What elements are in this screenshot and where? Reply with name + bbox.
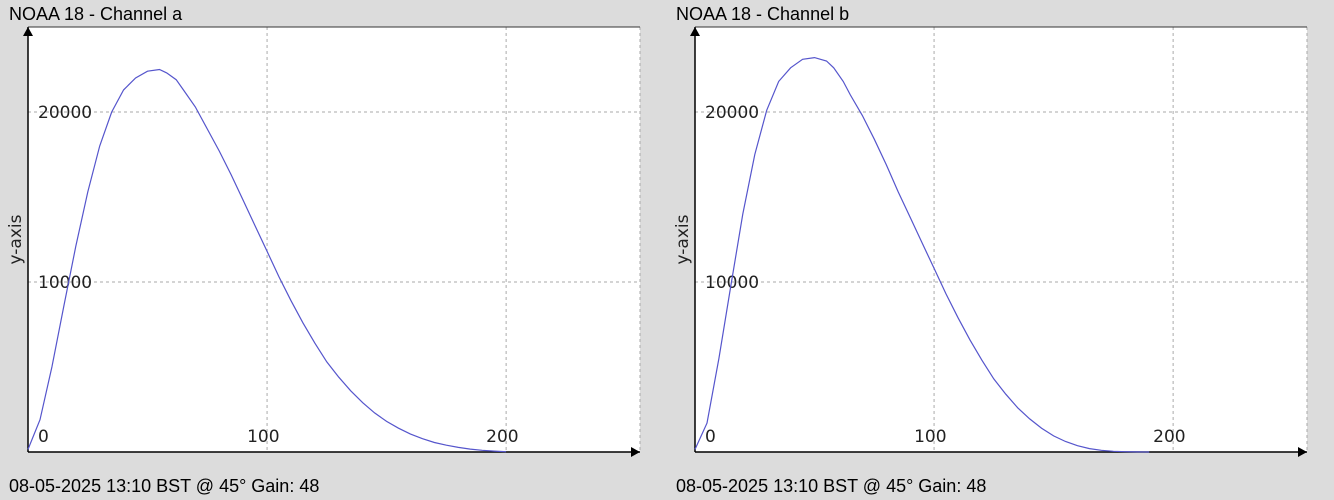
- chart-footer: 08-05-2025 13:10 BST @ 45° Gain: 48: [676, 476, 987, 496]
- x-tick-label: 200: [1153, 427, 1185, 447]
- series-line: [694, 56, 1150, 453]
- chart-plot: 0 100 200 10000 20000 y-axis: [6, 26, 641, 457]
- y-axis-title: y-axis: [6, 214, 26, 264]
- y-tick-label: 20000: [705, 103, 759, 123]
- x-tick-label: 200: [486, 427, 518, 447]
- chart-footer: 08-05-2025 13:10 BST @ 45° Gain: 48: [9, 476, 320, 496]
- chart-title: NOAA 18 - Channel a: [9, 4, 183, 24]
- y-tick-label: 10000: [705, 273, 759, 293]
- x-axis-arrow: [1298, 447, 1307, 457]
- chart-plot: 0 100 200 10000 20000 y-axis: [673, 26, 1308, 457]
- x-tick-label: 0: [38, 427, 49, 447]
- y-tick-label: 20000: [38, 103, 92, 123]
- x-tick-label: 100: [914, 427, 946, 447]
- x-tick-label: 100: [247, 427, 279, 447]
- y-axis-arrow: [690, 27, 700, 36]
- plot-area: [28, 27, 640, 452]
- y-axis-title: y-axis: [673, 214, 693, 264]
- chart-panel-b: NOAA 18 - Channel b 0 100 200 10000 20000 y-a…: [667, 0, 1334, 500]
- y-axis-arrow: [23, 27, 33, 36]
- x-axis-arrow: [631, 447, 640, 457]
- y-tick-label: 10000: [38, 273, 92, 293]
- x-tick-label: 0: [705, 427, 716, 447]
- series-line: [27, 68, 507, 453]
- chart-panel-a: NOAA 18 - Channel a 0 100 200 10000 20000 y-a…: [6, 4, 641, 496]
- chart-title: NOAA 18 - Channel b: [676, 4, 850, 24]
- plot-area: [695, 27, 1307, 452]
